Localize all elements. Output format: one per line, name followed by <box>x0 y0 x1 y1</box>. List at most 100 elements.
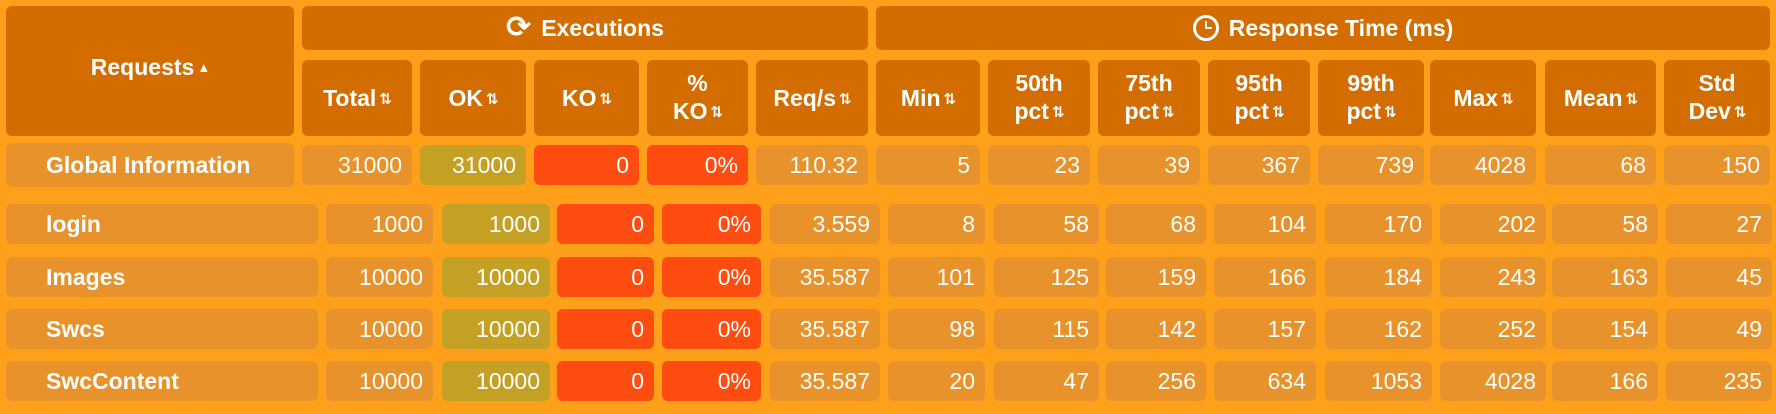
row-total-cell: 10000 <box>326 309 433 349</box>
col-header-label: Total <box>323 85 377 112</box>
row-ko-cell: 0 <box>557 204 654 244</box>
global-pct-ko-cell: 0% <box>647 145 748 185</box>
col-header-p99[interactable]: 99th pct ⇅ <box>1318 60 1424 136</box>
requests-header[interactable]: Requests ▲ <box>6 6 294 136</box>
col-header-label: 75th <box>1125 70 1173 97</box>
row-pct-ko-cell: 0% <box>662 309 761 349</box>
sort-icon: ⇅ <box>1051 103 1065 121</box>
row-ok-cell: 10000 <box>442 257 550 297</box>
global-p99-cell: 739 <box>1318 145 1424 185</box>
col-header-label-line2: pct <box>1014 98 1049 125</box>
col-header-ko[interactable]: KO ⇅ <box>534 60 639 136</box>
row-mean-cell: 166 <box>1552 361 1658 401</box>
sort-icon: ⇅ <box>710 103 723 121</box>
table-row-name[interactable]: Swcs <box>6 309 318 349</box>
row-ko-cell: 0 <box>557 257 654 297</box>
global-std-dev-cell: 150 <box>1664 145 1770 185</box>
col-header-label: Req/s <box>773 85 837 112</box>
request-name-label: login <box>46 210 101 237</box>
col-header-p95[interactable]: 95th pct ⇅ <box>1208 60 1310 136</box>
row-min-cell: 101 <box>888 257 985 297</box>
global-p75-cell: 39 <box>1098 145 1200 185</box>
row-ko-cell: 0 <box>557 361 654 401</box>
executions-group-header: ⟳ Executions <box>302 6 868 50</box>
col-header-p50[interactable]: 50th pct ⇅ <box>988 60 1090 136</box>
request-name-label: SwcContent <box>46 367 179 394</box>
row-max-cell: 202 <box>1440 204 1546 244</box>
row-std-dev-cell: 49 <box>1666 309 1772 349</box>
sort-icon: ⇅ <box>943 90 957 108</box>
sort-asc-icon: ▲ <box>197 59 210 75</box>
col-header-label-line2: Dev <box>1688 98 1731 125</box>
row-p75-cell: 256 <box>1106 361 1206 401</box>
request-name-label: Images <box>46 263 126 290</box>
row-req-per-s-cell: 35.587 <box>770 361 880 401</box>
row-std-dev-cell: 235 <box>1666 361 1772 401</box>
global-p50-cell: 23 <box>988 145 1090 185</box>
col-header-pct-ko[interactable]: % KO ⇅ <box>647 60 748 136</box>
col-header-label: 95th <box>1235 70 1283 97</box>
row-p95-cell: 157 <box>1214 309 1316 349</box>
table-row-name[interactable]: Images <box>6 257 318 297</box>
row-ok-cell: 10000 <box>442 309 550 349</box>
global-mean-cell: 68 <box>1545 145 1656 185</box>
global-total-cell: 31000 <box>302 145 412 185</box>
col-header-label: 50th <box>1015 70 1063 97</box>
row-mean-cell: 58 <box>1552 204 1658 244</box>
table-row-name[interactable]: login <box>6 204 318 244</box>
col-header-total[interactable]: Total ⇅ <box>302 60 412 136</box>
sort-icon: ⇅ <box>1383 103 1397 121</box>
col-header-req-per-s[interactable]: Req/s ⇅ <box>756 60 868 136</box>
global-max-cell: 4028 <box>1430 145 1536 185</box>
col-header-label: OK <box>448 85 483 112</box>
col-header-label: Std <box>1698 70 1736 97</box>
global-req-per-s-cell: 110.32 <box>756 145 868 185</box>
col-header-label: Max <box>1453 85 1499 112</box>
global-ko-cell: 0 <box>534 145 639 185</box>
row-pct-ko-cell: 0% <box>662 257 761 297</box>
row-p50-cell: 115 <box>994 309 1099 349</box>
global-p95-cell: 367 <box>1208 145 1310 185</box>
col-header-std-dev[interactable]: Std Dev ⇅ <box>1664 60 1770 136</box>
row-std-dev-cell: 27 <box>1666 204 1772 244</box>
requests-header-label: Requests <box>90 53 195 80</box>
row-pct-ko-cell: 0% <box>662 361 761 401</box>
row-pct-ko-cell: 0% <box>662 204 761 244</box>
col-header-ok[interactable]: OK ⇅ <box>420 60 526 136</box>
row-ok-cell: 10000 <box>442 361 550 401</box>
col-header-p75[interactable]: 75th pct ⇅ <box>1098 60 1200 136</box>
sort-icon: ⇅ <box>1733 103 1747 121</box>
col-header-mean[interactable]: Mean ⇅ <box>1545 60 1656 136</box>
col-header-label: KO <box>561 85 597 112</box>
row-p95-cell: 166 <box>1214 257 1316 297</box>
row-p95-cell: 104 <box>1214 204 1316 244</box>
global-row-name[interactable]: Global Information <box>6 143 294 187</box>
row-p99-cell: 1053 <box>1325 361 1432 401</box>
row-p75-cell: 142 <box>1106 309 1206 349</box>
global-ok-cell: 31000 <box>420 145 526 185</box>
refresh-icon: ⟳ <box>506 11 532 44</box>
col-header-label-line2: KO <box>672 98 708 125</box>
row-p50-cell: 58 <box>994 204 1099 244</box>
row-p99-cell: 170 <box>1325 204 1432 244</box>
sort-icon: ⇅ <box>1501 90 1514 108</box>
global-row-label: Global Information <box>46 151 251 178</box>
col-header-max[interactable]: Max ⇅ <box>1430 60 1536 136</box>
row-p75-cell: 159 <box>1106 257 1206 297</box>
row-min-cell: 20 <box>888 361 985 401</box>
col-header-label: % <box>687 70 708 97</box>
row-req-per-s-cell: 35.587 <box>770 257 880 297</box>
row-req-per-s-cell: 3.559 <box>770 204 880 244</box>
table-row-name[interactable]: SwcContent <box>6 361 318 401</box>
sort-icon: ⇅ <box>839 90 852 108</box>
col-header-min[interactable]: Min ⇅ <box>876 60 980 136</box>
col-header-label-line2: pct <box>1124 98 1159 125</box>
row-min-cell: 8 <box>888 204 985 244</box>
row-p50-cell: 125 <box>994 257 1099 297</box>
row-max-cell: 252 <box>1440 309 1546 349</box>
clock-icon <box>1192 15 1219 41</box>
col-header-label-line2: pct <box>1346 98 1381 125</box>
row-req-per-s-cell: 35.587 <box>770 309 880 349</box>
executions-label: Executions <box>541 14 664 41</box>
row-max-cell: 4028 <box>1440 361 1546 401</box>
